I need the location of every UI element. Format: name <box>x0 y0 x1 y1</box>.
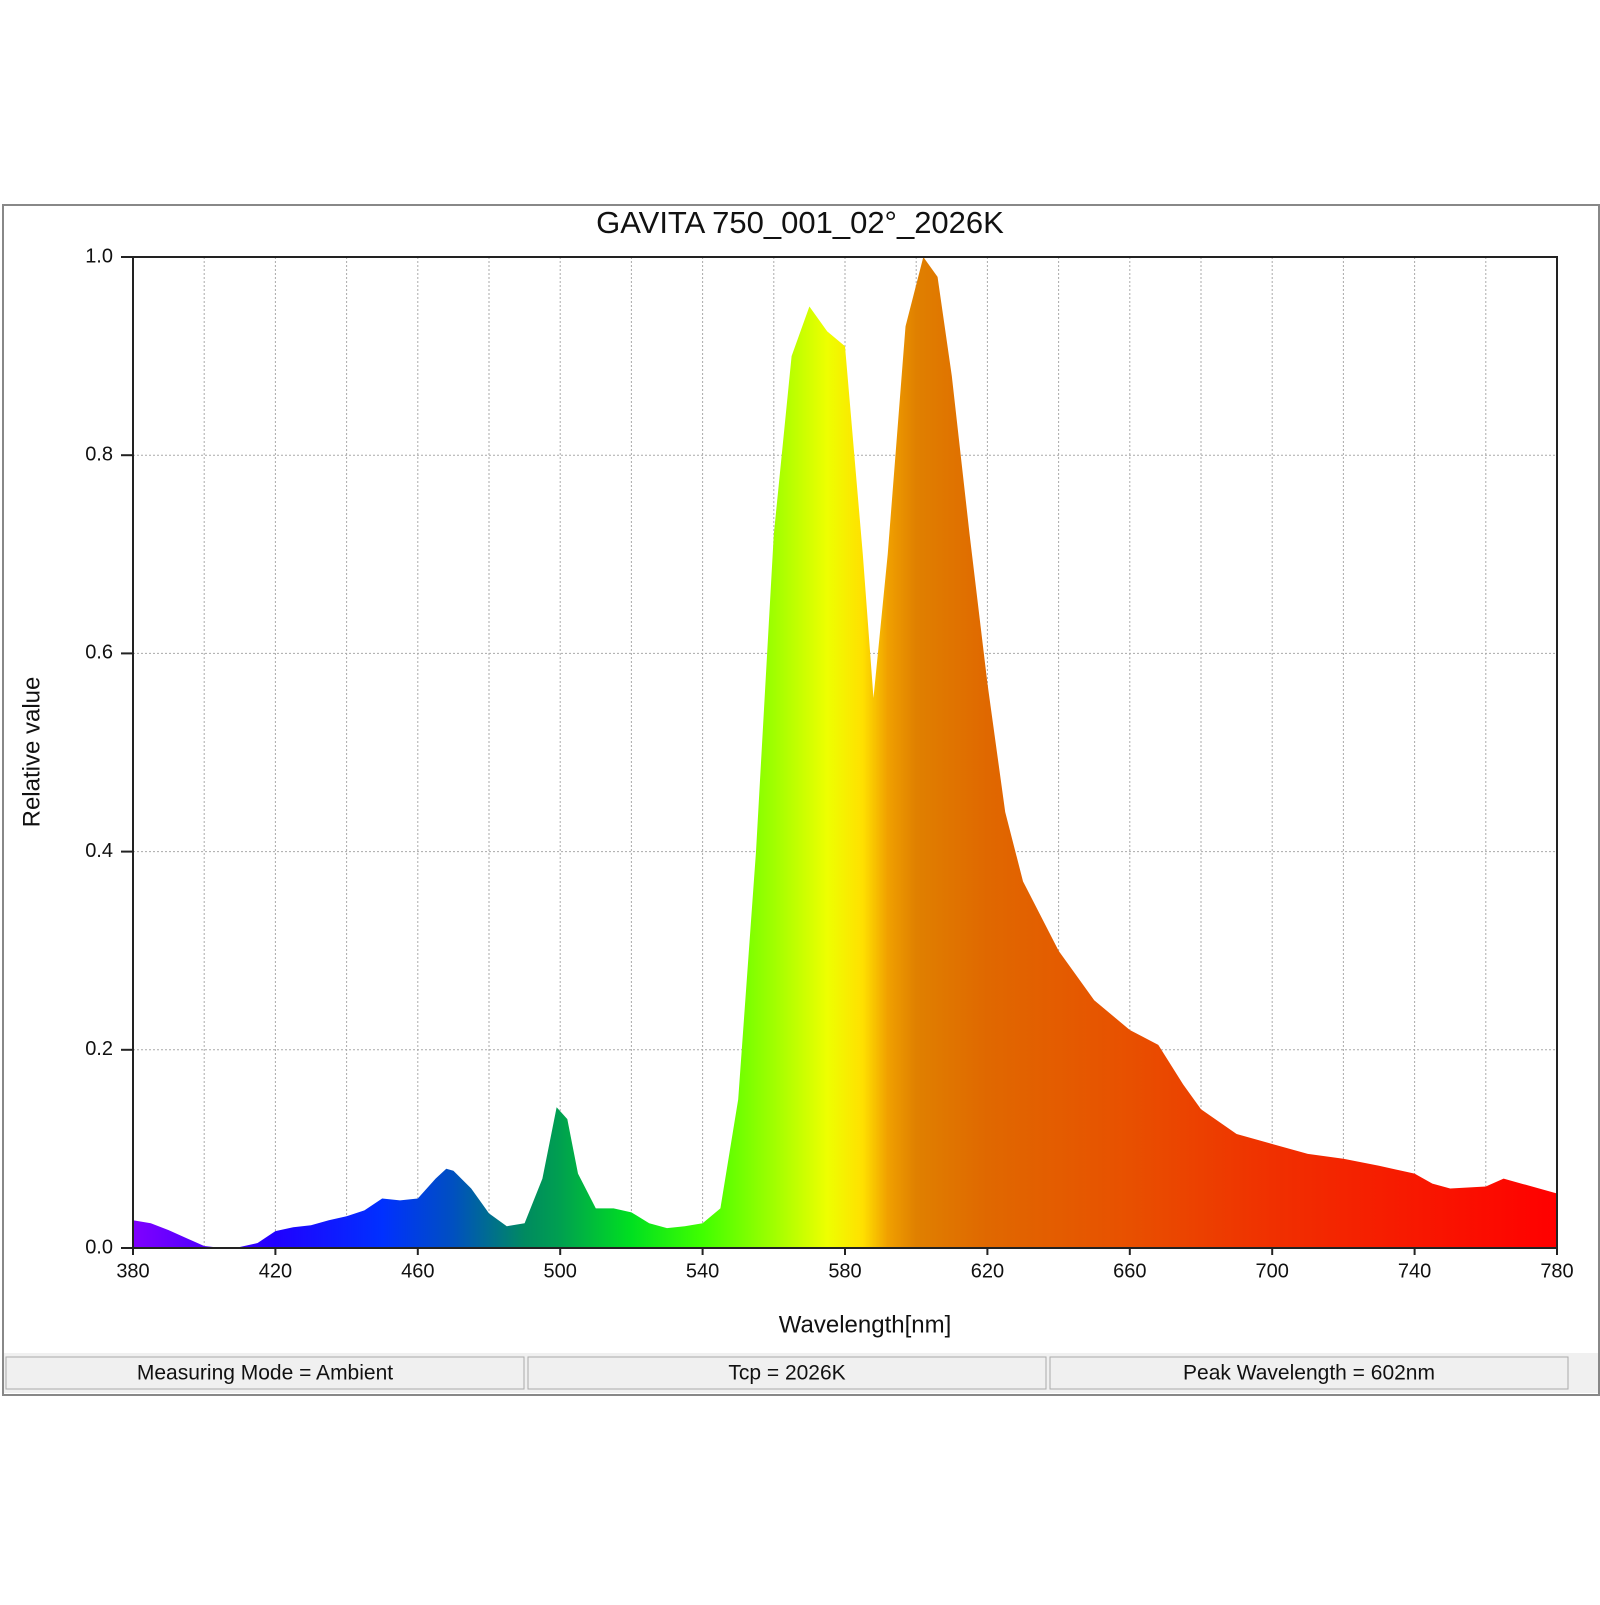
x-tick-label: 780 <box>1540 1260 1573 1282</box>
y-tick-label: 0.2 <box>85 1038 113 1060</box>
spectrum-area <box>133 257 1557 1248</box>
status-panel <box>5 1356 525 1390</box>
y-tick-label: 0.4 <box>85 840 113 862</box>
x-tick-label: 740 <box>1398 1260 1431 1282</box>
x-tick-label: 380 <box>116 1260 149 1282</box>
x-tick-label: 500 <box>544 1260 577 1282</box>
x-tick-label: 660 <box>1113 1260 1146 1282</box>
y-tick-label: 0.6 <box>85 642 113 664</box>
x-tick-label: 460 <box>401 1260 434 1282</box>
x-tick-label: 700 <box>1256 1260 1289 1282</box>
status-panel <box>527 1356 1047 1390</box>
y-axis-label: Relative value <box>18 677 45 828</box>
status-bar: Measuring Mode = Ambient Tcp = 2026K Peak … <box>4 1353 1598 1393</box>
x-tick-label: 620 <box>971 1260 1004 1282</box>
y-tick-label: 0.0 <box>85 1236 113 1258</box>
x-tick-label: 420 <box>259 1260 292 1282</box>
x-tick-label: 540 <box>686 1260 719 1282</box>
y-tick-label: 0.8 <box>85 443 113 465</box>
status-text: Measuring Mode = Ambient <box>137 1362 393 1385</box>
status-panel <box>1049 1356 1569 1390</box>
x-tick-label: 580 <box>828 1260 861 1282</box>
y-tick-label: 1.0 <box>85 245 113 267</box>
x-axis-label: Wavelength[nm] <box>779 1311 952 1338</box>
chart-title: GAVITA 750_001_02°_2026K <box>596 205 1004 240</box>
status-text: Peak Wavelength = 602nm <box>1183 1362 1435 1385</box>
status-text: Tcp = 2026K <box>728 1362 845 1385</box>
